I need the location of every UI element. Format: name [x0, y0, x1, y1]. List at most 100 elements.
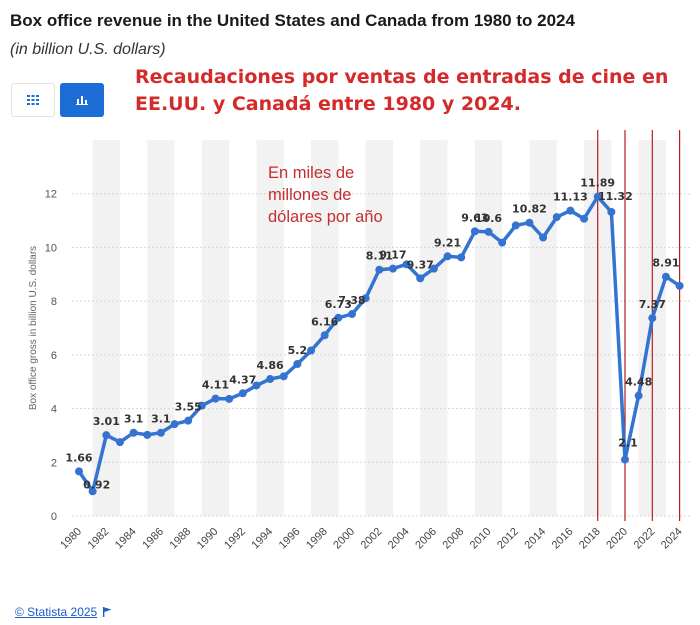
data-point — [593, 192, 602, 201]
x-tick-label: 2024 — [659, 526, 685, 552]
data-label: 11.89 — [580, 177, 615, 190]
y-tick-label: 10 — [45, 242, 57, 254]
x-tick-label: 1998 — [304, 526, 330, 552]
x-tick-label: 2016 — [550, 526, 576, 552]
data-label: 10.6 — [475, 212, 502, 225]
data-label: 8.91 — [652, 257, 679, 270]
data-label: 8.11 — [366, 250, 393, 263]
data-point — [266, 375, 275, 384]
data-label: 4.11 — [202, 379, 229, 392]
x-tick-label: 1980 — [58, 526, 84, 552]
data-label: 10.82 — [512, 203, 547, 216]
background-band — [147, 140, 175, 516]
y-tick-label: 6 — [51, 350, 57, 362]
data-point — [170, 420, 179, 429]
data-point — [621, 455, 629, 464]
data-label: 5.2 — [288, 344, 308, 357]
data-point — [566, 206, 575, 215]
x-tick-label: 1994 — [249, 526, 275, 552]
data-point — [470, 227, 479, 236]
background-band — [92, 140, 120, 516]
background-band — [474, 140, 503, 516]
background-band — [365, 140, 393, 516]
x-tick-label: 2022 — [632, 526, 658, 552]
x-tick-label: 2020 — [604, 526, 630, 552]
data-label: 11.13 — [553, 191, 588, 204]
x-tick-label: 1996 — [277, 526, 303, 552]
background-band — [420, 140, 448, 516]
unit-annotation: En miles de millones de dólares por año — [268, 162, 393, 228]
footer: © Statista 2025 — [15, 605, 112, 619]
data-point — [225, 394, 234, 403]
data-label: 9.37 — [407, 258, 434, 271]
chart-subtitle: (in billion U.S. dollars) — [10, 41, 166, 58]
x-tick-label: 1986 — [140, 526, 166, 552]
unit-annotation-text: En miles de millones de dólares por año — [268, 164, 383, 226]
data-label: 9.63 — [461, 211, 488, 224]
x-tick-label: 1982 — [86, 526, 112, 552]
table-icon — [27, 95, 39, 105]
data-label: 7.38 — [338, 294, 365, 307]
data-point — [552, 213, 561, 222]
data-label: 1.66 — [65, 451, 92, 464]
data-point — [293, 359, 302, 368]
data-point — [143, 430, 152, 439]
x-tick-label: 1990 — [195, 526, 221, 552]
data-label: 9.17 — [379, 249, 406, 262]
data-label: 4.48 — [625, 376, 652, 389]
data-label: 0.92 — [83, 478, 110, 491]
chart-area: 0 2 4 6 8 10 12 Box office gross in billion U.S… — [0, 100, 700, 605]
statista-credit-link[interactable]: © Statista 2025 — [15, 605, 98, 619]
y-tick-label: 8 — [51, 296, 57, 308]
data-point — [661, 272, 670, 281]
data-point — [539, 233, 548, 242]
data-point — [607, 207, 616, 216]
data-point — [211, 394, 220, 403]
data-point — [402, 260, 411, 269]
data-point — [102, 431, 111, 440]
chart-title: Box office revenue in the United States … — [10, 11, 575, 30]
data-label: 7.37 — [639, 298, 666, 311]
data-label: 3.01 — [93, 415, 120, 428]
x-tick-label: 2004 — [386, 526, 412, 552]
data-label: 4.86 — [257, 359, 284, 372]
chart-view-button[interactable] — [60, 83, 104, 117]
data-label: 4.37 — [229, 373, 256, 386]
x-tick-label: 2000 — [331, 526, 357, 552]
data-point — [197, 401, 206, 410]
data-point — [443, 252, 452, 261]
data-label: 9.21 — [434, 236, 461, 249]
data-point — [648, 314, 657, 323]
flag-icon[interactable] — [103, 607, 112, 617]
data-point — [429, 264, 438, 273]
data-point — [525, 218, 534, 227]
data-point — [88, 487, 97, 496]
y-tick-label: 2 — [51, 457, 57, 469]
data-point — [156, 428, 165, 437]
data-point — [634, 391, 643, 400]
background-band — [311, 140, 339, 516]
table-view-button[interactable] — [11, 83, 55, 117]
data-point — [484, 227, 493, 236]
y-axis-label: Box office gross in billion U.S. dollars — [28, 246, 39, 410]
data-point — [580, 214, 589, 223]
data-point — [279, 372, 288, 381]
x-tick-label: 1992 — [222, 526, 248, 552]
data-point — [675, 281, 684, 290]
x-tick-label: 2014 — [522, 526, 548, 552]
data-point — [416, 274, 425, 283]
background-band — [201, 140, 230, 516]
data-point — [184, 416, 193, 425]
data-label: 3.1 — [124, 413, 144, 426]
data-point — [238, 389, 247, 398]
data-label: 6.16 — [311, 315, 338, 328]
x-tick-label: 2018 — [577, 526, 603, 552]
data-point — [115, 438, 124, 447]
data-point — [498, 238, 507, 247]
data-label: 3.1 — [151, 413, 171, 426]
y-tick-label: 4 — [51, 404, 57, 416]
data-point — [361, 294, 370, 303]
data-point — [511, 221, 520, 230]
data-point — [375, 265, 384, 274]
data-label: 3.55 — [175, 401, 202, 414]
